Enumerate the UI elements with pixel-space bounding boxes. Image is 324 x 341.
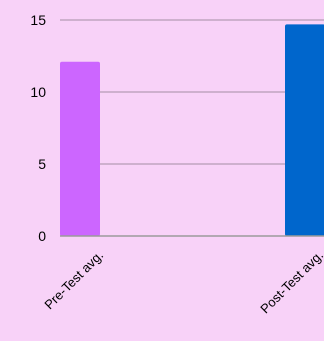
- y-tick-label: 10: [30, 84, 46, 100]
- x-category-label: Post-Test avg.: [257, 248, 324, 317]
- y-tick-label: 5: [38, 156, 46, 172]
- bar: [60, 61, 100, 237]
- bars: [60, 24, 324, 237]
- y-tick-labels: 0 5 10 15: [30, 12, 46, 244]
- y-tick-label: 15: [30, 12, 46, 28]
- bar: [285, 24, 324, 236]
- y-tick-label: 0: [38, 228, 46, 244]
- gridlines: [60, 19, 324, 165]
- x-category-labels: Pre-Test avg. Post-Test avg.: [41, 248, 324, 317]
- x-category-label: Pre-Test avg.: [41, 248, 106, 313]
